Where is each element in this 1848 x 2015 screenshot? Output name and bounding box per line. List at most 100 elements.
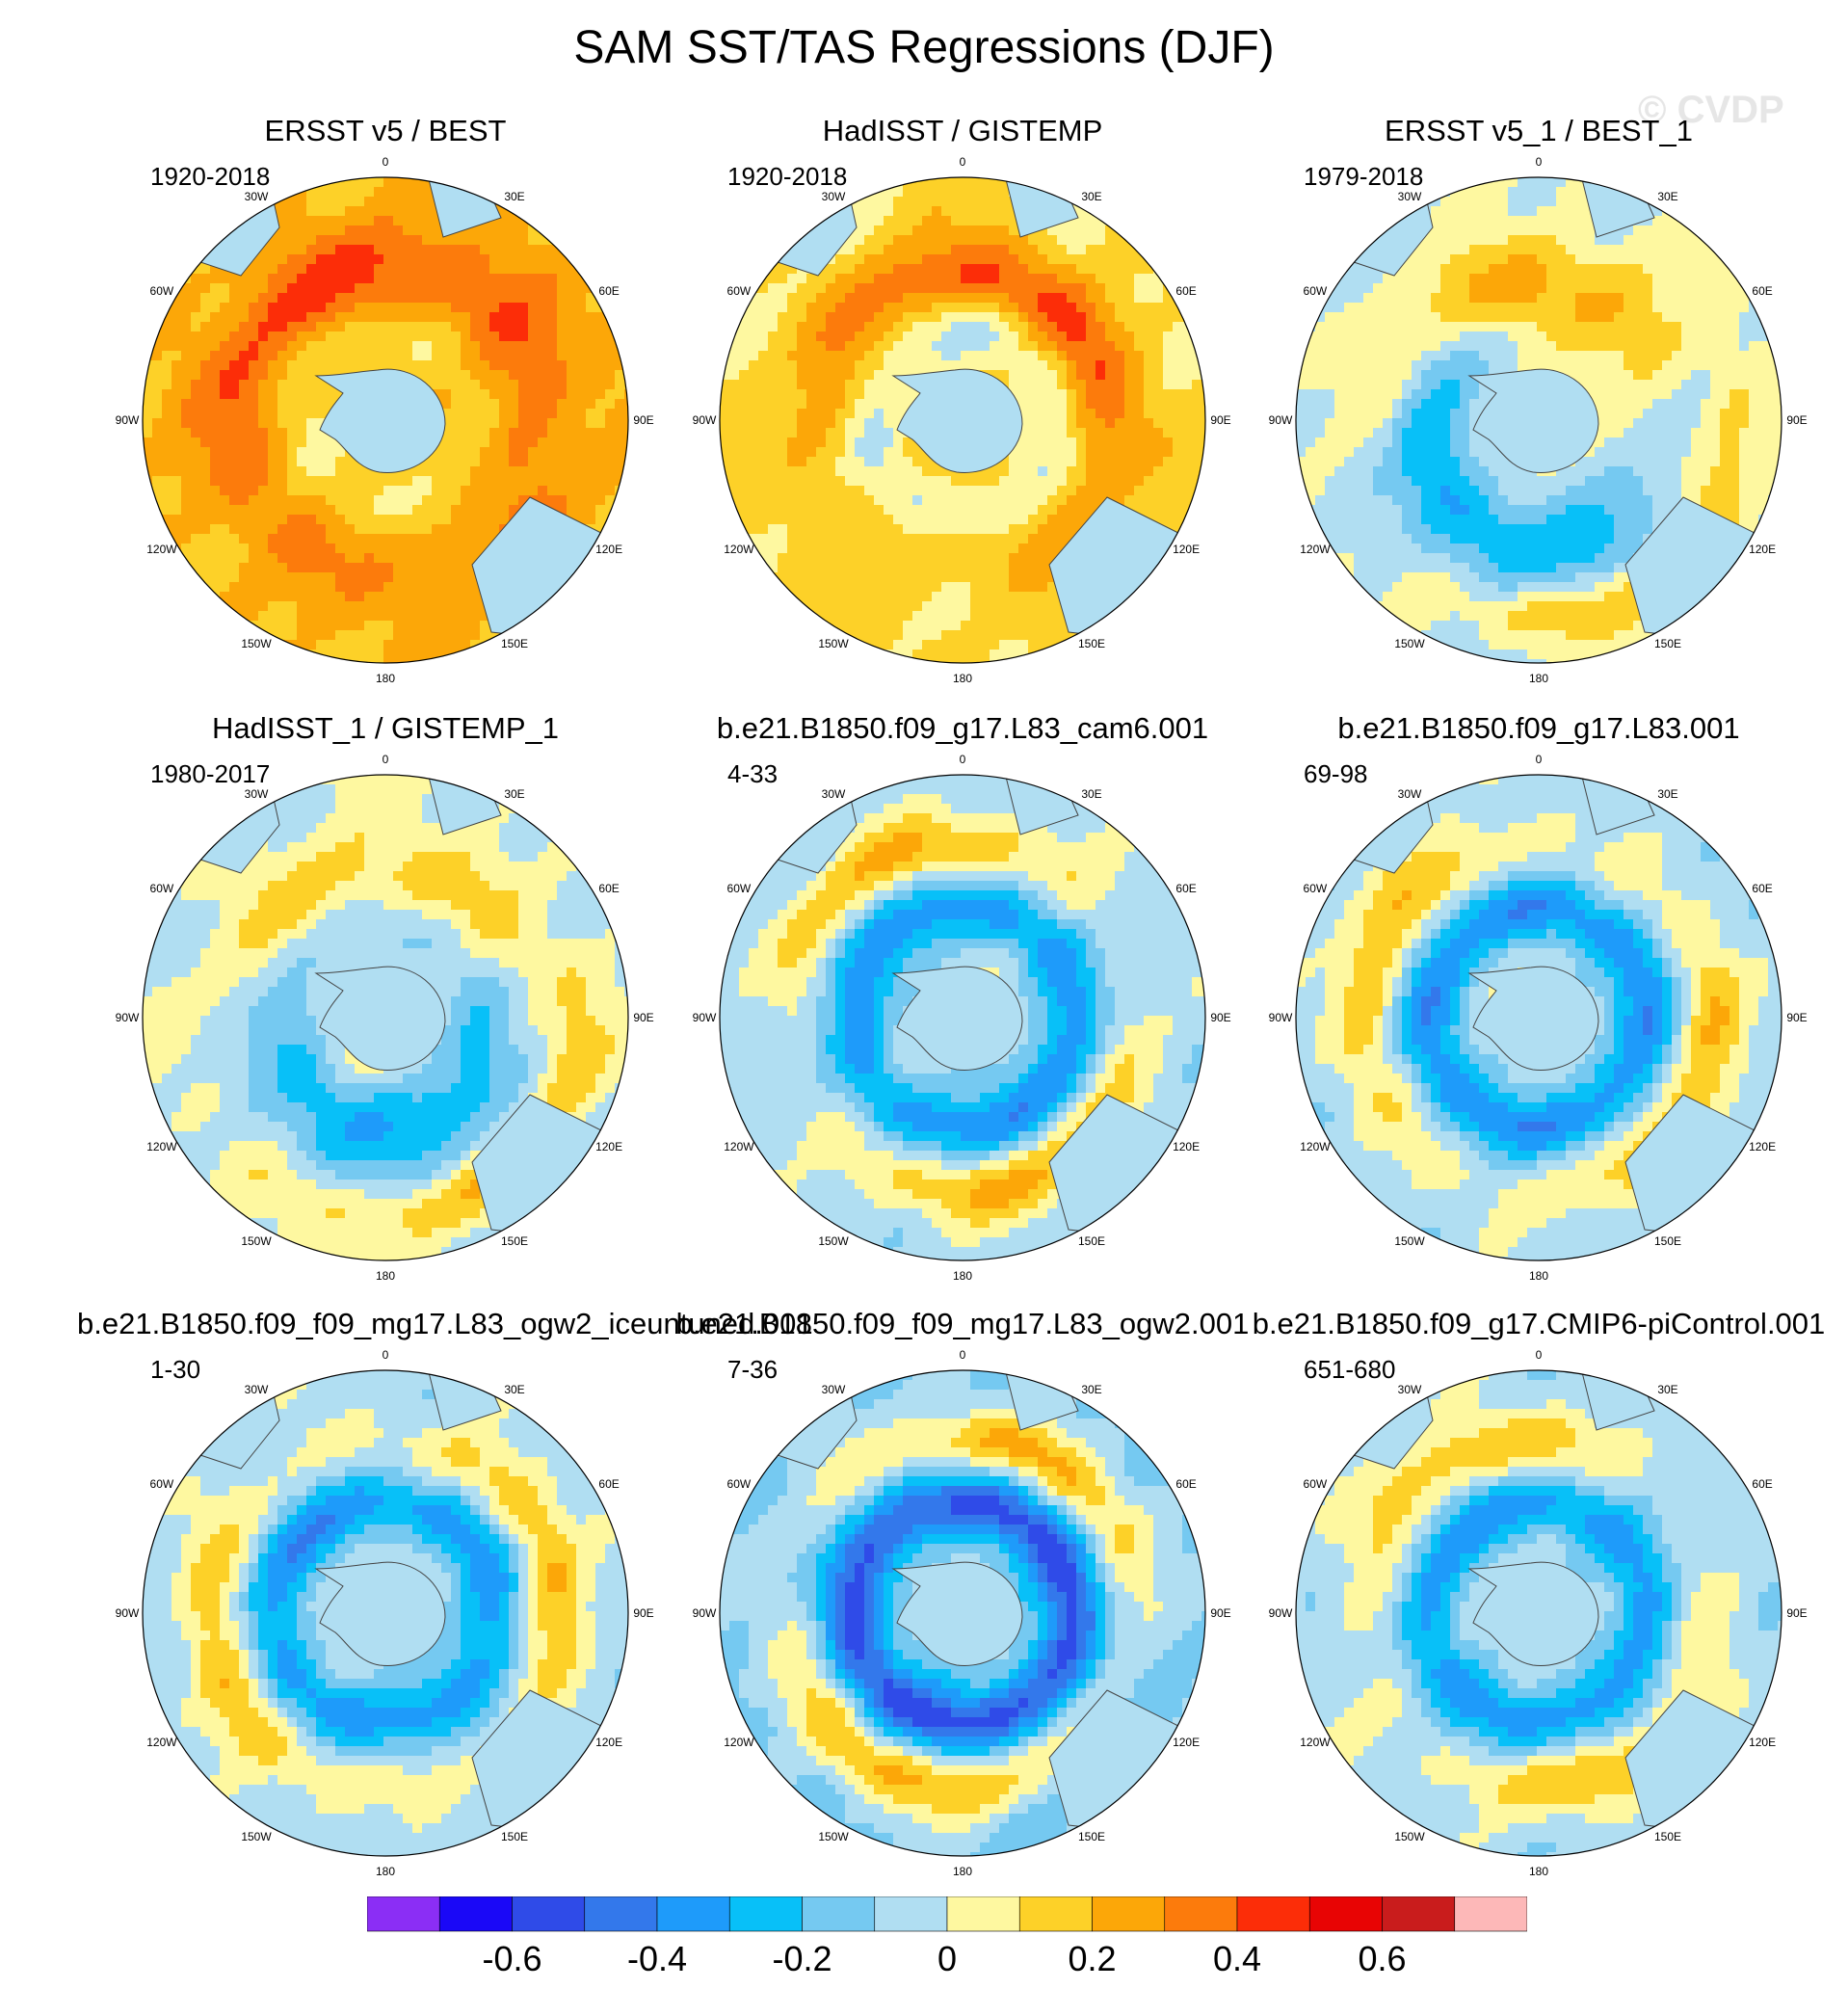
field-cell: [615, 447, 625, 458]
field-cell: [1450, 351, 1461, 361]
field-cell: [326, 351, 336, 361]
field-cell: [941, 601, 952, 612]
field-cell: [1124, 283, 1135, 294]
field-cell: [335, 303, 346, 313]
field-cell: [749, 437, 759, 448]
field-cell: [172, 293, 182, 304]
field-cell: [412, 370, 423, 381]
field-cell: [335, 331, 346, 342]
field-cell: [1057, 447, 1068, 458]
field-cell: [787, 283, 798, 294]
field-cell: [422, 457, 433, 467]
field-cell: [461, 466, 471, 477]
field-cell: [729, 370, 740, 381]
field-cell: [1662, 360, 1673, 371]
field-cell: [1124, 322, 1135, 332]
field-cell: [864, 544, 875, 554]
field-cell: [297, 428, 307, 438]
field-cell: [1710, 293, 1721, 304]
field-cell: [1546, 322, 1557, 332]
field-cell: [191, 524, 201, 535]
field-cell: [489, 428, 500, 438]
field-cell: [970, 582, 981, 593]
field-cell: [605, 428, 616, 438]
field-cell: [778, 351, 788, 361]
field-cell: [932, 505, 942, 516]
field-cell: [1672, 303, 1682, 313]
field-cell: [480, 351, 490, 361]
field-cell: [990, 650, 1000, 660]
field-cell: [1421, 293, 1432, 304]
field-cell: [152, 399, 163, 410]
field-cell: [1431, 264, 1441, 275]
field-cell: [816, 312, 827, 323]
field-cell: [605, 351, 616, 361]
field-cell: [797, 274, 807, 284]
field-cell: [1105, 225, 1116, 236]
field-cell: [1182, 360, 1193, 371]
field-cell: [961, 544, 971, 554]
field-cell: [1076, 303, 1087, 313]
field-cell: [1153, 312, 1164, 323]
field-cell: [470, 380, 481, 390]
field-cell: [922, 524, 933, 535]
field-cell: [615, 418, 625, 429]
field-cell: [364, 235, 375, 246]
field-cell: [191, 428, 201, 438]
field-cell: [1739, 351, 1750, 361]
field-cell: [576, 331, 587, 342]
field-cell: [258, 515, 269, 525]
field-cell: [509, 216, 519, 226]
field-cell: [306, 582, 317, 593]
field-cell: [432, 534, 442, 544]
field-cell: [739, 360, 750, 371]
field-cell: [335, 524, 346, 535]
field-cell: [615, 370, 625, 381]
field-cell: [567, 360, 577, 371]
field-cell: [461, 389, 471, 400]
field-cell: [806, 544, 817, 554]
field-cell: [297, 447, 307, 458]
field-cell: [864, 466, 875, 477]
field-cell: [874, 409, 884, 419]
field-cell: [461, 524, 471, 535]
field-cell: [1662, 274, 1673, 284]
field-cell: [470, 341, 481, 352]
field-cell: [1182, 457, 1193, 467]
field-cell: [1575, 254, 1586, 265]
field-cell: [1057, 225, 1068, 236]
field-cell: [855, 370, 865, 381]
field-cell: [586, 322, 596, 332]
field-cell: [961, 206, 971, 217]
field-cell: [1575, 187, 1586, 198]
field-cell: [567, 283, 577, 294]
field-cell: [393, 274, 404, 284]
field-cell: [1192, 447, 1202, 458]
field-cell: [143, 437, 153, 448]
field-cell: [990, 621, 1000, 631]
field-cell: [287, 544, 298, 554]
field-cell: [1086, 254, 1096, 265]
field-cell: [806, 341, 817, 352]
field-cell: [200, 534, 211, 544]
field-cell: [461, 225, 471, 236]
field-cell: [1624, 254, 1634, 265]
field-cell: [1450, 264, 1461, 275]
field-cell: [806, 534, 817, 544]
field-cell: [576, 428, 587, 438]
field-cell: [297, 351, 307, 361]
field-cell: [1624, 245, 1634, 255]
field-cell: [383, 659, 394, 663]
field-cell: [509, 283, 519, 294]
field-cell: [749, 360, 759, 371]
field-cell: [787, 437, 798, 448]
field-cell: [932, 582, 942, 593]
field-cell: [1469, 322, 1480, 332]
field-cell: [538, 351, 548, 361]
field-cell: [1595, 235, 1605, 246]
field-cell: [1421, 341, 1432, 352]
field-cell: [941, 515, 952, 525]
field-cell: [509, 447, 519, 458]
field-cell: [912, 572, 923, 583]
field-cell: [451, 572, 462, 583]
